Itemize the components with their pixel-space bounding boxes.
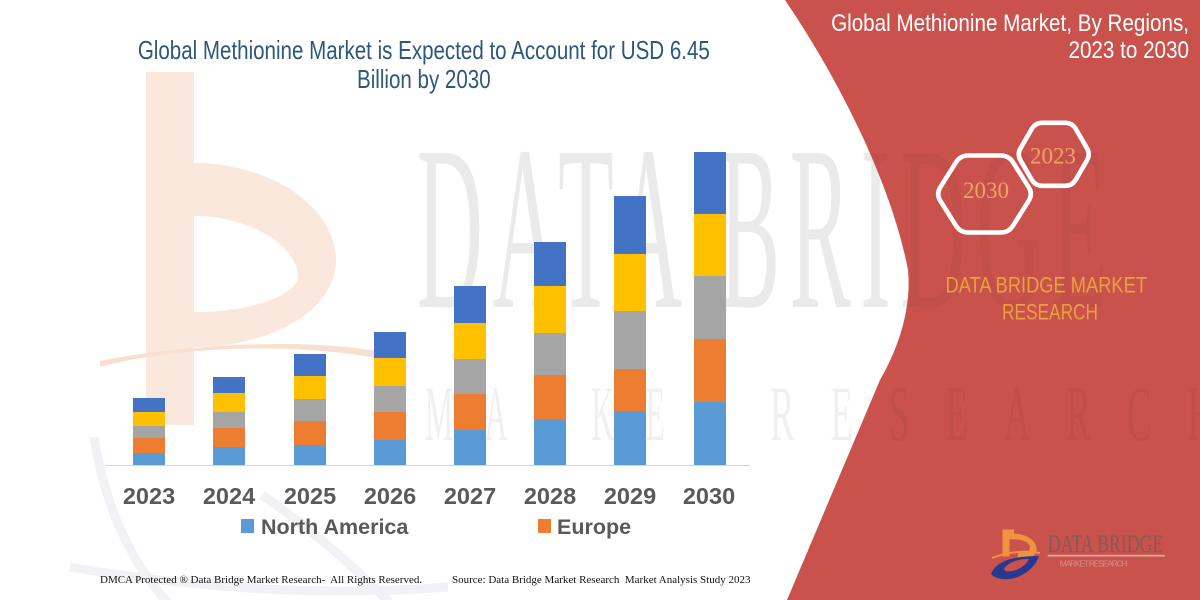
- svg-text:RESEARCH: RESEARCH: [1002, 299, 1098, 324]
- svg-text:MARKET RESEARCH: MARKET RESEARCH: [1060, 559, 1128, 569]
- svg-text:DATA BRIDGE: DATA BRIDGE: [1048, 531, 1164, 558]
- svg-text:2030: 2030: [963, 178, 1009, 203]
- svg-text:DATA BRIDGE MARKET: DATA BRIDGE MARKET: [946, 272, 1148, 297]
- svg-text:2023: 2023: [1030, 144, 1076, 169]
